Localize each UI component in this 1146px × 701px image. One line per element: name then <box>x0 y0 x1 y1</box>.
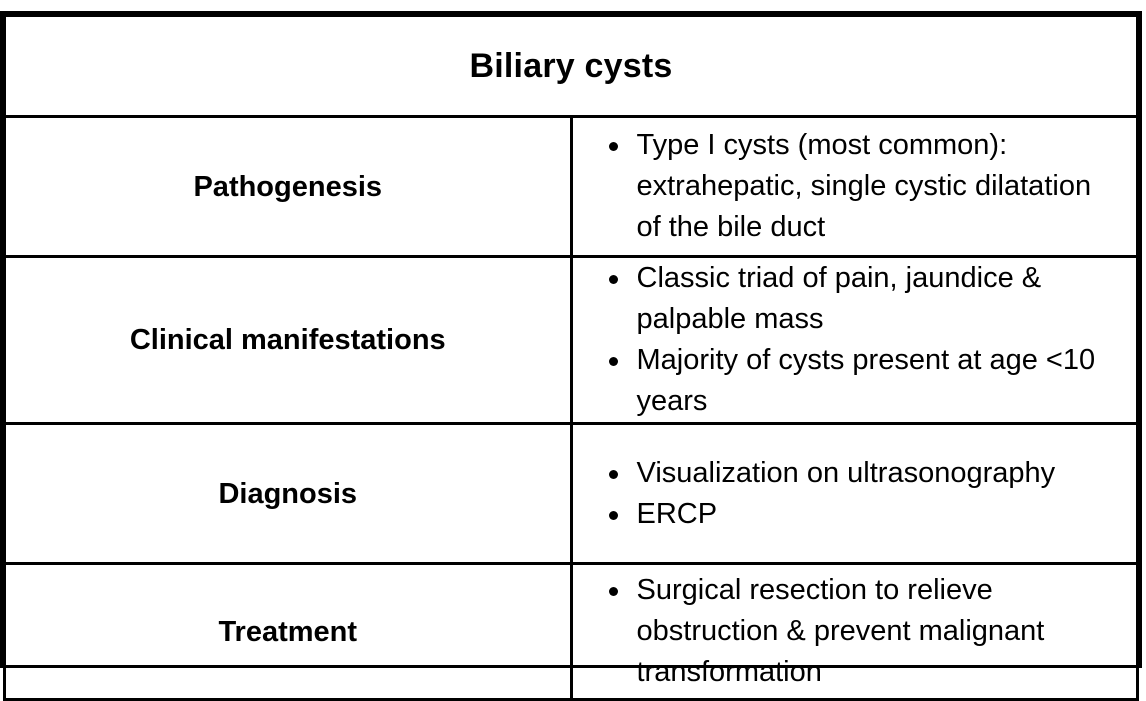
bullet-list: Surgical resection to relieve obstructio… <box>601 570 1119 693</box>
list-item: Type I cysts (most common): extrahepatic… <box>601 125 1119 248</box>
summary-table: Biliary cysts Pathogenesis Type I cysts … <box>3 14 1139 701</box>
table-row-clinical-manifestations: Clinical manifestations Classic triad of… <box>3 255 1139 425</box>
row-label: Clinical manifestations <box>3 255 573 425</box>
list-item: ERCP <box>601 494 1119 535</box>
row-content: Visualization on ultrasonography ERCP <box>569 422 1139 565</box>
table-row-pathogenesis: Pathogenesis Type I cysts (most common):… <box>3 115 1139 258</box>
table-row-treatment: Treatment Surgical resection to relieve … <box>3 562 1139 701</box>
bullet-list: Visualization on ultrasonography ERCP <box>601 453 1119 535</box>
row-content: Surgical resection to relieve obstructio… <box>569 562 1139 701</box>
list-item: Visualization on ultrasonography <box>601 453 1119 494</box>
list-item: Classic triad of pain, jaundice & palpab… <box>601 258 1119 340</box>
bullet-list: Classic triad of pain, jaundice & palpab… <box>601 258 1119 422</box>
row-content: Type I cysts (most common): extrahepatic… <box>569 115 1139 258</box>
row-content: Classic triad of pain, jaundice & palpab… <box>569 255 1139 425</box>
list-item: Surgical resection to relieve obstructio… <box>601 570 1119 693</box>
table-row-diagnosis: Diagnosis Visualization on ultrasonograp… <box>3 422 1139 565</box>
bullet-list: Type I cysts (most common): extrahepatic… <box>601 125 1119 248</box>
title-row: Biliary cysts <box>3 14 1139 118</box>
row-label: Treatment <box>3 562 573 701</box>
row-label: Pathogenesis <box>3 115 573 258</box>
row-label: Diagnosis <box>3 422 573 565</box>
biliary-cysts-table: Biliary cysts Pathogenesis Type I cysts … <box>0 11 1142 701</box>
table-title: Biliary cysts <box>3 14 1139 118</box>
list-item: Majority of cysts present at age <10 yea… <box>601 340 1119 422</box>
